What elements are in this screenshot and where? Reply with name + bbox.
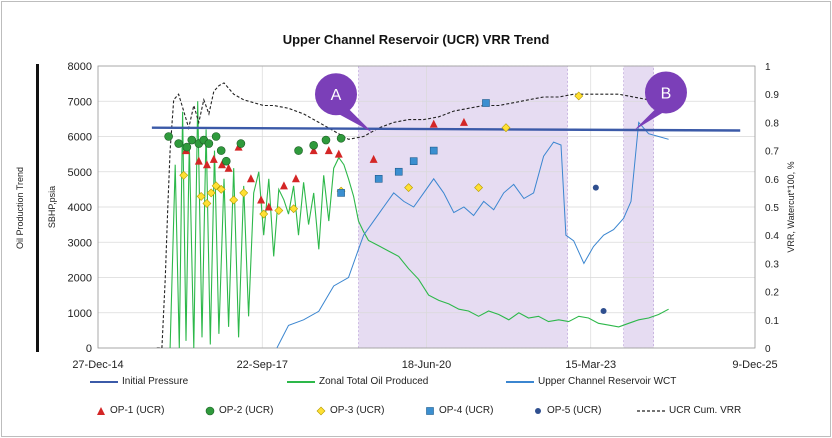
marker-layer (164, 91, 607, 314)
y2-tick-label: 0.7 (765, 147, 779, 158)
marker-op2 (336, 133, 346, 143)
x-tick-label: 22-Sep-17 (237, 359, 288, 371)
marker-op3 (202, 199, 212, 208)
marker-op2 (211, 132, 221, 141)
marker-op2 (294, 146, 303, 155)
marker-op3 (211, 181, 221, 191)
y2-tick-label: 0.4 (765, 231, 779, 242)
chart-title: Upper Channel Reservoir (UCR) VRR Trend (282, 32, 550, 47)
marker-op4 (394, 167, 403, 176)
y-tick-label: 5000 (68, 167, 92, 179)
marker-op3 (179, 170, 189, 180)
marker-op2 (164, 132, 173, 141)
x-tick-label: 27-Dec-14 (72, 359, 123, 371)
marker-op3 (574, 91, 584, 101)
y2-axis-ticks: 0 0.1 0.2 0.3 0.4 0.5 0.6 0.7 0.8 0.9 1 (765, 62, 779, 355)
marker-op1 (429, 119, 438, 128)
callout-label: A (331, 87, 342, 104)
marker-op3 (216, 184, 226, 194)
marker-op3 (289, 204, 299, 214)
marker-op3 (404, 183, 414, 193)
y2-axis-label: VRR, Watercut*100, % (786, 161, 796, 252)
y-tick-label: 7000 (68, 96, 92, 108)
axis-labels: SBHP,psia VRR, Watercut*100, % (47, 161, 796, 252)
plot-border (97, 65, 756, 349)
marker-op4 (409, 157, 418, 165)
marker-op1 (246, 174, 255, 183)
callout-label: B (661, 85, 672, 102)
y2-tick-label: 0.3 (765, 259, 779, 270)
marker-op4 (482, 99, 490, 107)
marker-op2 (321, 135, 331, 145)
marker-op2 (182, 142, 192, 152)
marker-op1 (309, 146, 318, 155)
y-tick-label: 2000 (68, 273, 92, 285)
marker-op1 (334, 149, 343, 158)
y2-tick-label: 0.9 (765, 90, 779, 101)
marker-op2 (221, 156, 231, 166)
marker-op3 (259, 209, 269, 219)
x-axis-ticks: 27-Dec-14 22-Sep-17 18-Jun-20 15-Mar-23 9-De… (72, 359, 777, 371)
marker-op4 (374, 175, 383, 183)
y2-tick-label: 0.8 (765, 118, 779, 129)
callout-a: A (314, 73, 372, 133)
marker-op1 (209, 154, 218, 163)
marker-op1 (279, 181, 288, 190)
x-tick-label: 9-Dec-25 (732, 359, 777, 371)
y-axis-label: SBHP,psia (47, 186, 57, 228)
y2-tick-label: 0.6 (765, 175, 779, 186)
marker-op1 (459, 117, 468, 126)
marker-op2 (216, 146, 226, 155)
marker-op1 (218, 160, 227, 169)
marker-op1 (324, 146, 333, 155)
marker-op4 (337, 189, 345, 197)
marker-op3 (274, 206, 284, 215)
y2-tick-label: 0.2 (765, 288, 779, 299)
y-tick-label: 1000 (68, 308, 92, 320)
marker-op5 (592, 184, 599, 191)
marker-op1 (291, 174, 300, 183)
marker-op2 (309, 141, 318, 150)
x-tick-label: 15-Mar-23 (565, 359, 616, 371)
marker-op1 (257, 195, 266, 204)
y-axis-ticks: 0 1000 2000 3000 4000 5000 6000 7000 8000 (68, 61, 92, 355)
y-tick-label: 4000 (68, 202, 92, 214)
marker-op2 (204, 139, 214, 148)
marker-op5 (600, 307, 607, 314)
y2-tick-label: 0.1 (765, 316, 779, 327)
initial-pressure-line (151, 126, 741, 132)
marker-op3 (229, 195, 239, 205)
wct-line (276, 121, 669, 348)
callout-b: B (633, 71, 687, 131)
marker-op2 (236, 139, 246, 148)
vrr-line (156, 82, 672, 348)
y-tick-label: 0 (86, 343, 92, 355)
y-tick-label: 3000 (68, 237, 92, 249)
marker-op3 (239, 188, 249, 198)
marker-op3 (474, 183, 483, 193)
marker-op3 (501, 123, 511, 133)
callout-bubble (314, 73, 357, 116)
x-tick-label: 18-Jun-20 (402, 359, 452, 371)
y2-tick-label: 1 (765, 62, 771, 73)
callout-bubble (644, 71, 687, 114)
marker-op1 (369, 154, 378, 163)
y2-tick-label: 0.5 (765, 203, 779, 214)
y-tick-label: 6000 (68, 132, 92, 144)
marker-op4 (429, 146, 438, 155)
marker-op3 (196, 192, 206, 201)
marker-op1 (224, 163, 233, 172)
marker-op3 (206, 188, 216, 198)
y-tick-label: 8000 (68, 61, 92, 73)
marker-op1 (264, 202, 273, 211)
y2-tick-label: 0 (765, 344, 771, 355)
outer-axis-bar (36, 64, 39, 352)
marker-op2 (187, 135, 197, 145)
marker-op2 (174, 139, 183, 148)
marker-op1 (194, 156, 203, 165)
marker-op1 (202, 160, 211, 169)
